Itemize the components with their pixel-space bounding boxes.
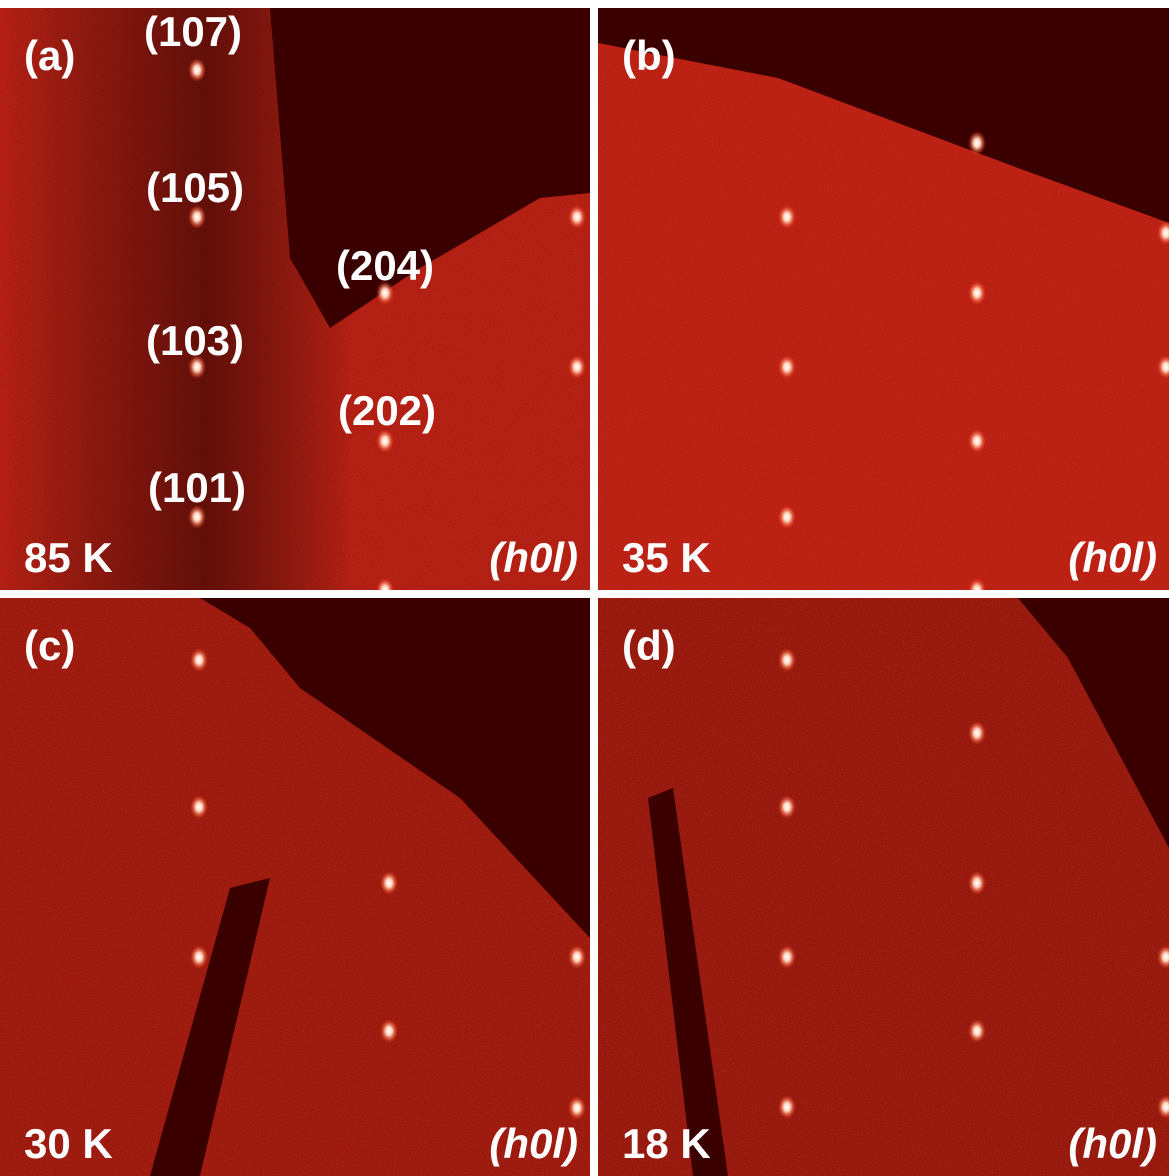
temperature: 30 K [24, 1120, 113, 1167]
bragg-spot [968, 1019, 986, 1043]
panel-label: (b) [622, 32, 676, 79]
bragg-spot [568, 355, 586, 379]
plane: (h0l) [1068, 534, 1157, 581]
panel: (a) 85 K (h0l) (107) (105) (204) (103) (202) (10… [0, 8, 590, 602]
peak-label: (107) [144, 8, 242, 55]
temperature: 85 K [24, 534, 113, 581]
plane: (h0l) [489, 1120, 578, 1167]
plane: (h0l) [1068, 1120, 1157, 1167]
panel-label: (d) [622, 622, 676, 669]
bragg-spot [778, 1095, 796, 1119]
bragg-spot [968, 281, 986, 305]
bragg-spot [380, 871, 398, 895]
bragg-spot [190, 795, 208, 819]
panel: (c) 30 K (h0l) [0, 598, 590, 1176]
peak-label: (204) [336, 242, 434, 289]
plane: (h0l) [489, 534, 578, 581]
bragg-spot [778, 505, 796, 529]
temperature: 35 K [622, 534, 711, 581]
panel: (d) 18 K (h0l) [598, 598, 1169, 1176]
bragg-spot [380, 1019, 398, 1043]
bragg-spot [778, 205, 796, 229]
peak-label: (101) [148, 464, 246, 511]
bragg-spot [568, 945, 586, 969]
peak-label: (105) [146, 164, 244, 211]
bragg-spot [568, 205, 586, 229]
bragg-spot [778, 795, 796, 819]
bragg-spot [568, 1096, 586, 1120]
bragg-spot [968, 871, 986, 895]
bragg-spot [968, 429, 986, 453]
panel-label: (c) [24, 622, 75, 669]
peak-label: (103) [146, 317, 244, 364]
temperature: 18 K [622, 1120, 711, 1167]
bragg-spot [778, 648, 796, 672]
panel-label: (a) [24, 32, 75, 79]
bragg-spot [190, 648, 208, 672]
figure: (a) 85 K (h0l) (107) (105) (204) (103) (202) (10… [0, 0, 1169, 1176]
panel: (b) 35 K (h0l) [598, 8, 1169, 602]
bragg-spot [968, 131, 986, 155]
bragg-spot [968, 721, 986, 745]
bragg-spot [778, 355, 796, 379]
peak-label: (202) [338, 387, 436, 434]
bragg-spot [778, 945, 796, 969]
bragg-spot [190, 945, 208, 969]
bragg-spot [188, 58, 206, 82]
